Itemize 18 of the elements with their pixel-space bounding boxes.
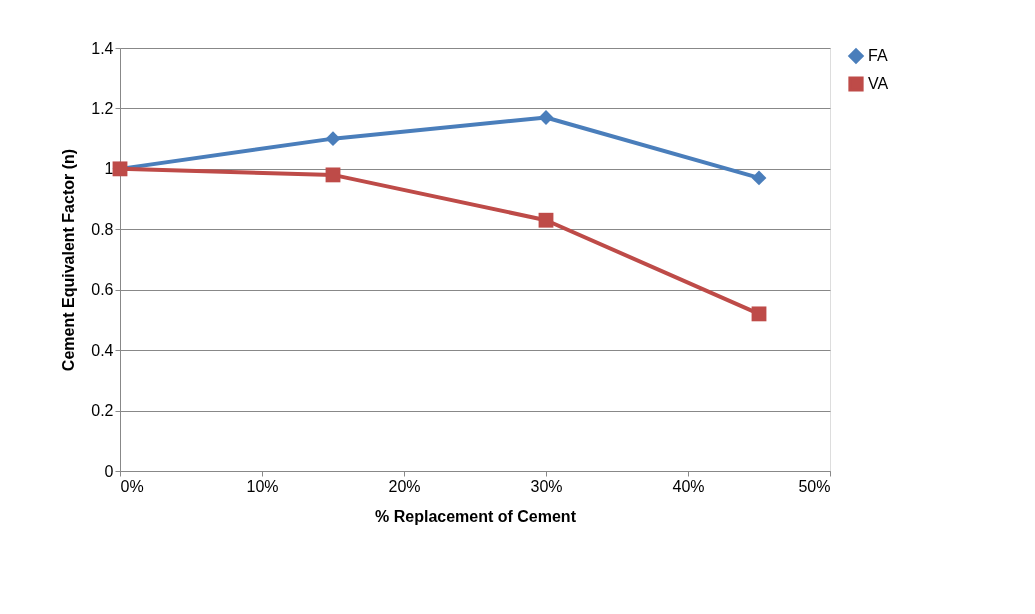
y-tick-label: 0.2 [91,402,114,420]
y-tick-label: 0.4 [91,341,114,359]
y-tick-label: 0 [104,462,114,480]
x-tick-label: 30% [530,477,563,495]
x-tick-label: 0% [120,477,144,495]
y-tick-label: 0.6 [91,281,114,299]
x-tick-label: 40% [672,477,705,495]
y-tick-label: 1.2 [91,99,114,117]
x-tick-label: 50% [798,477,831,495]
legend-label: FA [868,47,888,64]
y-tick-label: 1 [104,160,114,178]
x-axis-title: % Replacement of Cement [375,507,577,525]
x-tick-label: 20% [388,477,421,495]
x-tick-label: 10% [246,477,279,495]
y-tick-label: 0.8 [91,220,114,238]
y-tick-label: 1.4 [91,39,114,57]
y-axis-title: Cement Equivalent Factor (n) [60,148,78,372]
legend-label: VA [868,75,889,92]
